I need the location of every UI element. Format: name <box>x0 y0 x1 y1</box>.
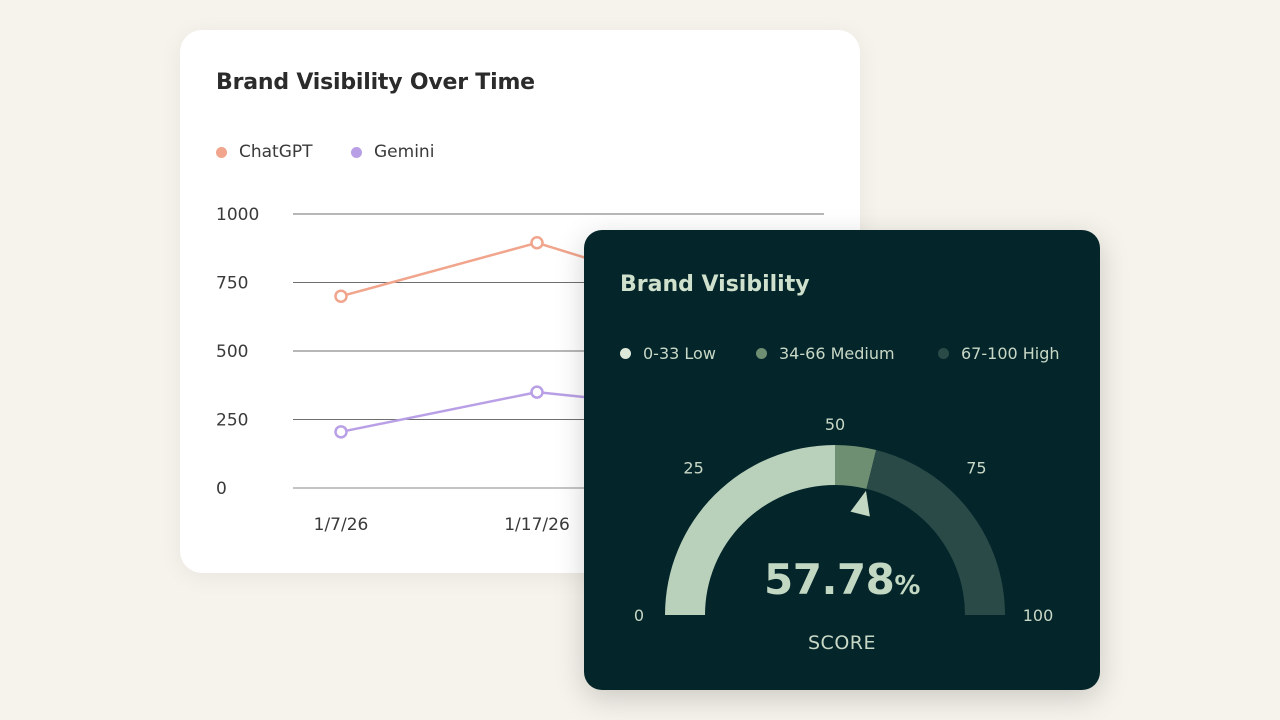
gauge-chart: 0 25 50 75 100 <box>634 415 1054 625</box>
legend-label-gemini: Gemini <box>374 142 435 162</box>
series-line-gemini <box>340 390 591 434</box>
legend-item-low: 0-33 Low <box>620 344 716 363</box>
data-point-chatgpt <box>530 236 544 250</box>
gauge-band-medium <box>835 445 877 489</box>
legend-label-chatgpt: ChatGPT <box>239 142 313 162</box>
gauge-tick-label: 25 <box>683 459 703 478</box>
chart-title: Brand Visibility Over Time <box>216 70 535 95</box>
score-value: 57.78% <box>584 555 1100 604</box>
gauge-tick-label: 50 <box>825 415 845 434</box>
gauge-title: Brand Visibility <box>620 272 810 297</box>
x-tick-label: 1/7/26 <box>314 515 369 535</box>
legend-label-high: 67-100 High <box>961 344 1060 363</box>
data-point-gemini <box>334 425 348 439</box>
legend-item-gemini: Gemini <box>351 142 434 162</box>
legend-dot-gemini <box>351 146 362 158</box>
legend-dot-chatgpt <box>216 146 227 158</box>
gauge-card: 0 25 50 75 100 Brand Visibility 0-33 Low 34-… <box>584 230 1100 690</box>
y-tick-label: 500 <box>216 342 248 362</box>
legend-label-low: 0-33 Low <box>643 344 716 363</box>
gauge-band-low <box>665 445 835 615</box>
series-line-chatgpt <box>340 241 591 298</box>
gauge-tick-label: 0 <box>634 606 644 625</box>
data-point-gemini <box>530 385 544 399</box>
score-label: SCORE <box>808 632 876 654</box>
score-number: 57.78 <box>764 555 895 604</box>
gauge-tick-label: 75 <box>966 459 986 478</box>
gauge-band-high <box>866 450 1005 615</box>
y-tick-label: 750 <box>216 274 248 294</box>
score-unit: % <box>894 571 920 601</box>
gauge-tick-label: 100 <box>1023 606 1054 625</box>
legend-item-high: 67-100 High <box>938 344 1060 363</box>
legend-dot-high <box>938 348 949 359</box>
legend-dot-low <box>620 348 631 359</box>
legend-item-chatgpt: ChatGPT <box>216 142 313 162</box>
legend-item-medium: 34-66 Medium <box>756 344 895 363</box>
y-tick-label: 1000 <box>216 205 259 225</box>
data-point-chatgpt <box>334 289 348 303</box>
y-tick-label: 250 <box>216 411 248 431</box>
x-tick-label: 1/17/26 <box>504 515 570 535</box>
gauge-pointer <box>850 490 870 517</box>
legend-dot-medium <box>756 348 767 359</box>
legend-label-medium: 34-66 Medium <box>779 344 895 363</box>
y-tick-label: 0 <box>216 479 227 499</box>
